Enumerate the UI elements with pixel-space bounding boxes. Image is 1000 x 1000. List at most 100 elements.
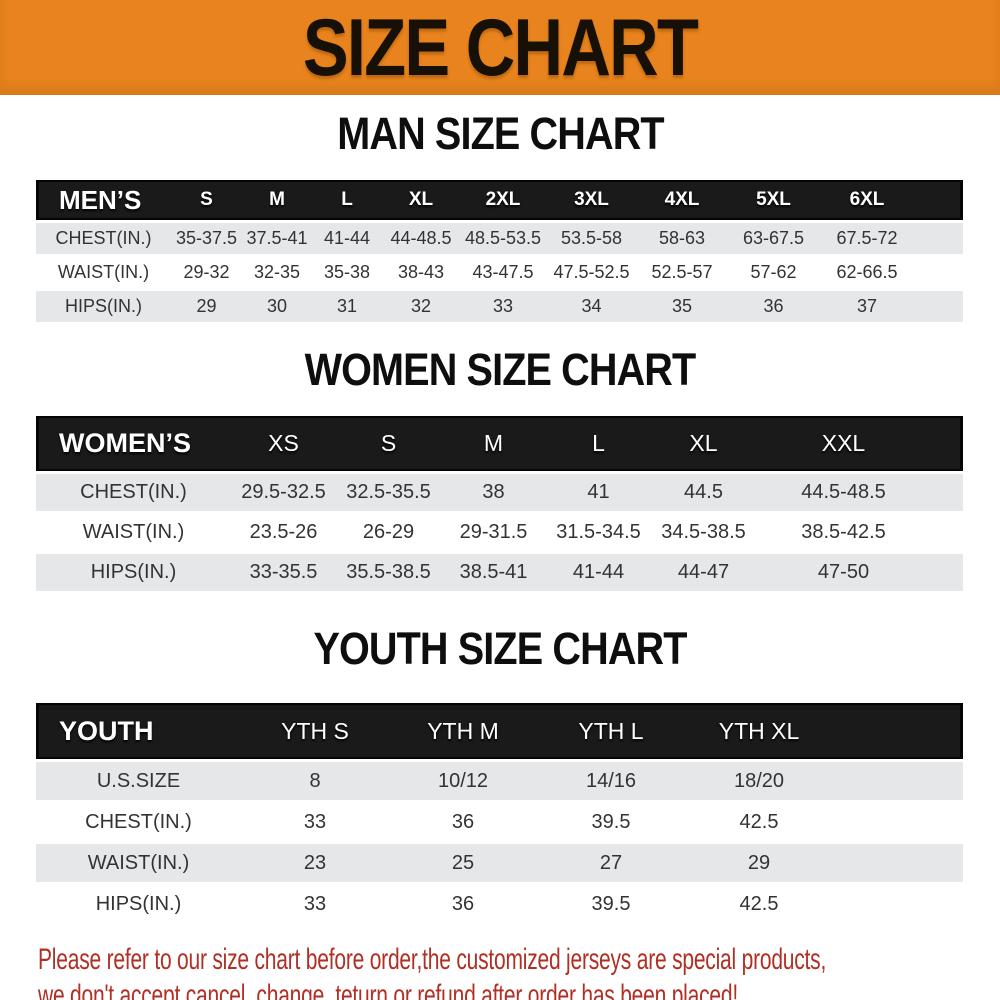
filler-cell: [931, 514, 963, 551]
size-column-header: 2XL: [460, 180, 546, 220]
size-value-cell: 14/16: [537, 762, 685, 800]
size-value-cell: 31: [312, 291, 382, 322]
size-value-cell: 38.5-42.5: [756, 514, 931, 551]
size-value-cell: 23: [241, 844, 389, 882]
size-value-cell: 36: [389, 885, 537, 923]
youth-size-table: YOUTH YTH S YTH M YTH L YTH XL U.S.SIZE …: [36, 700, 963, 926]
size-column-header: XS: [231, 416, 336, 471]
women-section-heading-text: WOMEN SIZE CHART: [304, 344, 697, 395]
size-value-cell: 57-62: [727, 257, 820, 288]
size-value-cell: 32: [382, 291, 460, 322]
row-label-cell: HIPS(IN.): [36, 291, 171, 322]
size-value-cell: 33-35.5: [231, 554, 336, 591]
youth-section-heading-text: YOUTH SIZE CHART: [313, 623, 687, 674]
size-value-cell: 47.5-52.5: [546, 257, 637, 288]
size-column-header: YTH L: [537, 703, 685, 759]
men-header-row: MEN’S S M L XL 2XL 3XL 4XL 5XL 6XL: [36, 180, 963, 220]
filler-cell: [833, 762, 963, 800]
youth-table-corner-label: YOUTH: [36, 703, 241, 759]
filler-cell: [833, 703, 963, 759]
size-value-cell: 33: [241, 803, 389, 841]
filler-cell: [833, 844, 963, 882]
row-label-cell: HIPS(IN.): [36, 554, 231, 591]
size-value-cell: 44.5: [651, 474, 756, 511]
row-label-cell: U.S.SIZE: [36, 762, 241, 800]
filler-cell: [914, 180, 963, 220]
size-value-cell: 29: [171, 291, 242, 322]
filler-cell: [914, 223, 963, 254]
size-column-header: L: [312, 180, 382, 220]
size-column-header: YTH M: [389, 703, 537, 759]
size-value-cell: 47-50: [756, 554, 931, 591]
order-policy-note: Please refer to our size chart before or…: [38, 942, 1000, 1000]
size-column-header: L: [546, 416, 651, 471]
women-hips-row: HIPS(IN.) 33-35.5 35.5-38.5 38.5-41 41-4…: [36, 554, 963, 591]
size-value-cell: 32.5-35.5: [336, 474, 441, 511]
youth-chest-row: CHEST(IN.) 33 36 39.5 42.5: [36, 803, 963, 841]
note-line-1: Please refer to our size chart before or…: [38, 943, 827, 976]
size-value-cell: 42.5: [685, 803, 833, 841]
size-value-cell: 10/12: [389, 762, 537, 800]
size-column-header: S: [336, 416, 441, 471]
size-value-cell: 29.5-32.5: [231, 474, 336, 511]
youth-hips-row: HIPS(IN.) 33 36 39.5 42.5: [36, 885, 963, 923]
size-column-header: M: [441, 416, 546, 471]
size-value-cell: 26-29: [336, 514, 441, 551]
row-label-cell: WAIST(IN.): [36, 514, 231, 551]
men-table-corner-label: MEN’S: [36, 180, 171, 220]
women-table-corner-label: WOMEN’S: [36, 416, 231, 471]
women-section-heading: WOMEN SIZE CHART: [0, 345, 1000, 403]
size-value-cell: 25: [389, 844, 537, 882]
youth-header-row: YOUTH YTH S YTH M YTH L YTH XL: [36, 703, 963, 759]
size-value-cell: 38.5-41: [441, 554, 546, 591]
row-label-cell: CHEST(IN.): [36, 803, 241, 841]
size-value-cell: 44-48.5: [382, 223, 460, 254]
size-value-cell: 29-31.5: [441, 514, 546, 551]
row-label-cell: CHEST(IN.): [36, 223, 171, 254]
size-column-header: M: [242, 180, 312, 220]
note-line-2: we don't accept cancel, change, teturn o…: [38, 979, 738, 1000]
youth-ussize-row: U.S.SIZE 8 10/12 14/16 18/20: [36, 762, 963, 800]
men-section-heading: MAN SIZE CHART: [0, 109, 1000, 167]
size-value-cell: 39.5: [537, 885, 685, 923]
size-value-cell: 36: [389, 803, 537, 841]
size-value-cell: 62-66.5: [820, 257, 914, 288]
size-value-cell: 29: [685, 844, 833, 882]
women-header-row: WOMEN’S XS S M L XL XXL: [36, 416, 963, 471]
size-column-header: S: [171, 180, 242, 220]
size-value-cell: 37.5-41: [242, 223, 312, 254]
size-value-cell: 63-67.5: [727, 223, 820, 254]
size-value-cell: 27: [537, 844, 685, 882]
size-value-cell: 32-35: [242, 257, 312, 288]
size-value-cell: 38: [441, 474, 546, 511]
size-value-cell: 67.5-72: [820, 223, 914, 254]
men-size-table: MEN’S S M L XL 2XL 3XL 4XL 5XL 6XL CHEST…: [36, 177, 963, 325]
size-value-cell: 31.5-34.5: [546, 514, 651, 551]
size-value-cell: 44-47: [651, 554, 756, 591]
size-value-cell: 39.5: [537, 803, 685, 841]
size-value-cell: 29-32: [171, 257, 242, 288]
size-value-cell: 33: [241, 885, 389, 923]
men-chest-row: CHEST(IN.) 35-37.5 37.5-41 41-44 44-48.5…: [36, 223, 963, 254]
row-label-cell: CHEST(IN.): [36, 474, 231, 511]
row-label-cell: HIPS(IN.): [36, 885, 241, 923]
size-value-cell: 53.5-58: [546, 223, 637, 254]
filler-cell: [931, 554, 963, 591]
men-waist-row: WAIST(IN.) 29-32 32-35 35-38 38-43 43-47…: [36, 257, 963, 288]
youth-section-heading: YOUTH SIZE CHART: [0, 624, 1000, 682]
size-value-cell: 38-43: [382, 257, 460, 288]
filler-cell: [914, 291, 963, 322]
size-column-header: 5XL: [727, 180, 820, 220]
row-label-cell: WAIST(IN.): [36, 257, 171, 288]
size-column-header: XXL: [756, 416, 931, 471]
filler-cell: [833, 803, 963, 841]
filler-cell: [931, 416, 963, 471]
size-value-cell: 34.5-38.5: [651, 514, 756, 551]
size-column-header: 6XL: [820, 180, 914, 220]
size-value-cell: 41: [546, 474, 651, 511]
size-column-header: XL: [651, 416, 756, 471]
size-column-header: YTH XL: [685, 703, 833, 759]
size-value-cell: 44.5-48.5: [756, 474, 931, 511]
filler-cell: [833, 885, 963, 923]
size-value-cell: 35: [637, 291, 727, 322]
